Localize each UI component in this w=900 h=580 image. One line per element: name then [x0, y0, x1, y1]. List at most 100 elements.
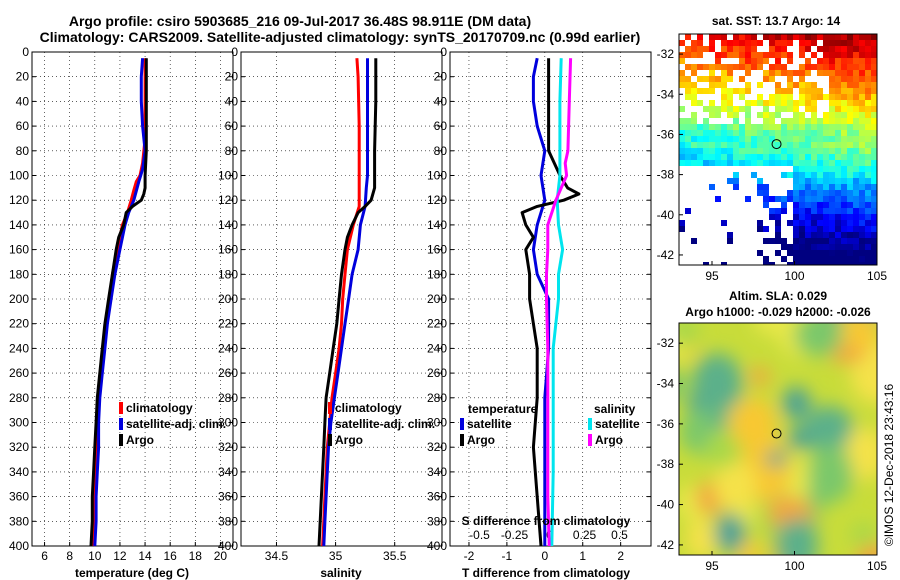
sst-cell — [745, 154, 751, 160]
sst-cell — [793, 178, 799, 184]
sst-cell — [847, 244, 853, 250]
sst-cell — [865, 184, 871, 190]
sst-cell — [739, 64, 745, 70]
sst-cell — [829, 148, 835, 154]
sst-cell — [871, 142, 877, 148]
sst-cell — [781, 130, 787, 136]
sst-cell — [811, 94, 817, 100]
sst-cell — [781, 34, 787, 40]
sst-cell — [775, 220, 781, 226]
sst-cell — [853, 262, 859, 265]
sst-cell — [745, 58, 751, 64]
sst-cell — [781, 100, 787, 106]
sst-cell — [829, 250, 835, 256]
sst-cell — [703, 154, 709, 160]
map-y-tick-label: -32 — [657, 47, 675, 61]
sst-cell — [751, 130, 757, 136]
sst-cell — [793, 214, 799, 220]
sst-cell — [733, 106, 739, 112]
sst-cell — [781, 244, 787, 250]
sst-cell — [805, 64, 811, 70]
sst-cell — [841, 172, 847, 178]
sst-cell — [871, 214, 877, 220]
sst-cell — [793, 220, 799, 226]
sst-cell — [865, 244, 871, 250]
sst-cell — [835, 160, 841, 166]
sst-cell — [721, 262, 727, 265]
sst-cell — [823, 112, 829, 118]
sst-cell — [871, 58, 877, 64]
sst-cell — [829, 82, 835, 88]
sst-cell — [721, 70, 727, 76]
sst-cell — [799, 172, 805, 178]
sst-cell — [817, 124, 823, 130]
sst-cell — [775, 82, 781, 88]
y-tick-label: 180 — [9, 267, 29, 281]
sst-cell — [781, 160, 787, 166]
sla-anomaly-blob — [706, 427, 741, 468]
sst-cell — [859, 64, 865, 70]
sst-cell — [691, 40, 697, 46]
sst-cell — [823, 136, 829, 142]
sst-cell — [763, 262, 769, 265]
sst-cell — [871, 202, 877, 208]
sst-cell — [733, 148, 739, 154]
sst-cell — [685, 130, 691, 136]
sst-cell — [769, 124, 775, 130]
y-tick-label: 400 — [9, 539, 29, 553]
sst-cell — [859, 94, 865, 100]
sst-cell — [763, 196, 769, 202]
sst-cell — [859, 88, 865, 94]
sst-cell — [793, 244, 799, 250]
sst-cell — [847, 40, 853, 46]
sst-cell — [733, 34, 739, 40]
sst-cell — [817, 238, 823, 244]
sst-cell — [721, 100, 727, 106]
sst-cell — [835, 148, 841, 154]
sst-cell — [841, 256, 847, 262]
temperature-legend: climatology satellite-adj. clim. Argo — [119, 401, 226, 447]
sst-cell — [691, 88, 697, 94]
sst-cell — [865, 130, 871, 136]
y-tick-label: 320 — [427, 440, 447, 454]
sst-cell — [817, 208, 823, 214]
sst-cell — [715, 136, 721, 142]
sst-cell — [739, 34, 745, 40]
map-y-tick-label: -36 — [657, 417, 675, 431]
sst-cell — [811, 154, 817, 160]
sst-cell — [691, 82, 697, 88]
sst-cell — [871, 238, 877, 244]
sst-cell — [823, 94, 829, 100]
sst-cell — [859, 148, 865, 154]
sst-cell — [823, 202, 829, 208]
sst-cell — [847, 172, 853, 178]
sst-cell — [865, 196, 871, 202]
sst-cell — [841, 52, 847, 58]
sst-cell — [835, 82, 841, 88]
sst-cell — [805, 118, 811, 124]
sst-cell — [841, 106, 847, 112]
sst-cell — [853, 238, 859, 244]
sst-cell — [709, 76, 715, 82]
sla-anomaly-blob — [836, 323, 877, 350]
sst-cell — [751, 52, 757, 58]
legend-label-argo: Argo — [126, 433, 154, 447]
x-tick-label: 8 — [66, 549, 73, 563]
legend-swatch-argo — [328, 434, 332, 446]
sst-cell — [835, 226, 841, 232]
sst-cell — [829, 88, 835, 94]
sst-cell — [763, 202, 769, 208]
sst-cell — [853, 142, 859, 148]
map-y-tick-label: -42 — [657, 538, 675, 552]
sst-cell — [721, 154, 727, 160]
sst-cell — [769, 262, 775, 265]
sst-cell — [853, 226, 859, 232]
sla-anomaly-blob — [728, 397, 777, 449]
sst-cell — [697, 46, 703, 52]
sst-cell — [871, 130, 877, 136]
sst-cell — [685, 94, 691, 100]
sst-cell — [793, 262, 799, 265]
sst-cell — [847, 52, 853, 58]
legend-label-temp-satellite: satellite — [467, 417, 512, 431]
sst-cell — [811, 172, 817, 178]
